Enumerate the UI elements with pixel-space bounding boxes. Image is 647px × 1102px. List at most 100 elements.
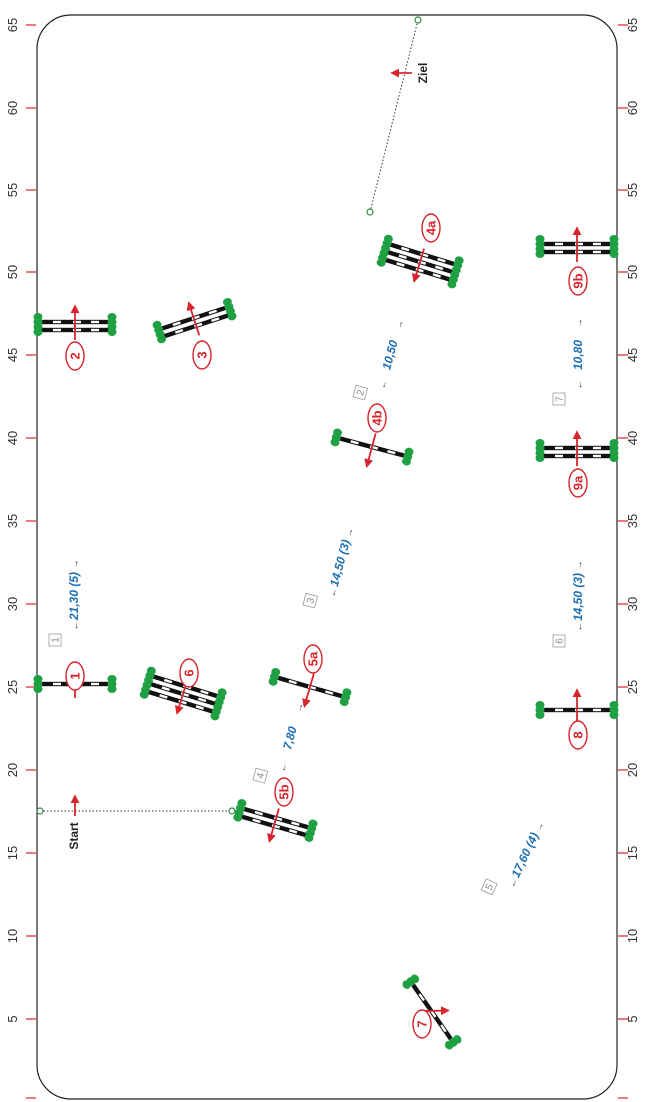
rail-stripe: [252, 818, 261, 824]
direction-arrow: [364, 433, 377, 469]
tick-label-right: 50: [625, 265, 640, 279]
jump-label-ring: [192, 340, 212, 370]
foliage: [444, 1040, 454, 1050]
jump-5a: [268, 667, 352, 708]
tick-label-right: 20: [625, 763, 640, 777]
jump-label-ring: [303, 644, 323, 674]
tick-label-left: 45: [5, 348, 20, 362]
tick-label-left: 25: [5, 680, 20, 694]
rail-stripe: [555, 242, 563, 246]
tick-label-left: 55: [5, 183, 20, 197]
jump-number: 5b: [277, 784, 292, 799]
tick-label-right: 65: [625, 18, 640, 32]
jump-number: 3: [195, 351, 210, 358]
rail-stripe: [555, 446, 563, 450]
distance-number: 2: [355, 388, 367, 397]
rail-stripe: [161, 686, 170, 692]
distance-value: 21,30 (5): [67, 572, 81, 621]
rail-stripe: [593, 242, 601, 246]
rail-stripe: [288, 829, 298, 834]
rail-stripe: [440, 1024, 447, 1033]
distance-4: 4 ← 7,80 →: [252, 702, 305, 784]
distance-value: 7,80: [280, 725, 300, 751]
arena-border: [36, 14, 618, 1100]
foliage: [33, 685, 43, 693]
jump-label-3: 3: [192, 340, 212, 370]
rail-stripe: [387, 449, 396, 455]
tick-label-left: 15: [5, 846, 20, 860]
rail-stripe: [195, 705, 204, 710]
rail-stripe: [53, 328, 61, 332]
distance-arrow-right: →: [393, 319, 405, 330]
finish-line: [369, 19, 419, 213]
rail-stripe: [398, 254, 407, 260]
jump-label-9a: 9a: [568, 468, 588, 498]
rail-stripe: [575, 454, 583, 458]
foliage: [535, 454, 545, 462]
tick-label-left: 50: [5, 265, 20, 279]
foliage: [402, 980, 411, 989]
rail-stripe: [396, 262, 405, 267]
distance-3: 3 ←14,50 (3)→: [302, 527, 355, 609]
jump-label-9b: 9b: [568, 266, 588, 296]
start-finish-layer: Start Ziel: [67, 63, 430, 850]
jump-number: 5a: [306, 651, 321, 666]
start-label: Start: [67, 822, 81, 849]
jump-4b: [330, 428, 414, 469]
jump-label-1: 1: [65, 661, 85, 691]
jump-8: [535, 688, 619, 724]
distance-number: 1: [51, 637, 62, 643]
rail-stripe: [437, 257, 446, 263]
tick-label-right: 15: [625, 846, 640, 860]
tick-label-right: 55: [625, 183, 640, 197]
rail-stripe: [593, 454, 601, 458]
tick-label-right: 25: [625, 680, 640, 694]
rail-stripe: [73, 320, 81, 324]
flag-marker: [366, 208, 374, 216]
jump-9b: [535, 226, 619, 262]
distance-arrow-right: →: [343, 527, 355, 538]
distance-arrow-left: ←: [507, 876, 520, 888]
foliage: [304, 833, 314, 843]
rail-stripe: [575, 708, 583, 712]
jump-number: 4b: [370, 410, 385, 425]
foliage: [107, 685, 117, 693]
route-lines: [36, 16, 422, 815]
distance-number: 6: [555, 638, 566, 644]
rail-stripe: [555, 250, 563, 254]
tick-label-left: 30: [5, 597, 20, 611]
jump-9a: [535, 430, 619, 466]
rail-stripe: [418, 993, 425, 1002]
jump-4a: [376, 234, 464, 289]
jump-label-ring: [367, 403, 387, 433]
direction-arrow: [302, 673, 315, 708]
jump-number: 6: [182, 669, 197, 676]
tick-label-left: 10: [5, 929, 20, 943]
flag-marker: [414, 16, 422, 24]
foliage: [157, 335, 167, 344]
foliage: [227, 312, 237, 321]
rail-stripe: [211, 317, 220, 323]
distance-number-box: [480, 878, 498, 896]
distance-number: 7: [555, 396, 566, 402]
rail-stripe: [73, 328, 81, 332]
tick-label-right: 10: [625, 929, 640, 943]
foliage: [107, 328, 117, 336]
jumps-layer: 1 2 3 4a 4b 5a 5b 6 7 8 9a 9b: [33, 213, 619, 1050]
jump-label-ring: [274, 777, 294, 807]
rail-stripe: [53, 682, 61, 686]
foliage: [139, 690, 149, 699]
tick-label-left: 65: [5, 18, 20, 32]
rail-stripe: [575, 446, 583, 450]
jump-number: 9b: [571, 273, 586, 288]
rail-stripe: [174, 328, 184, 334]
distance-arrow-left: ←: [277, 762, 289, 773]
jump-number: 7: [415, 1020, 430, 1027]
distance-arrow-right: →: [293, 702, 305, 713]
jump-label-ring: [568, 266, 588, 296]
rail-stripe: [288, 679, 297, 685]
jump-label-ring: [179, 658, 199, 688]
distance-1: 1 ←21,30 (5) →: [48, 560, 81, 647]
